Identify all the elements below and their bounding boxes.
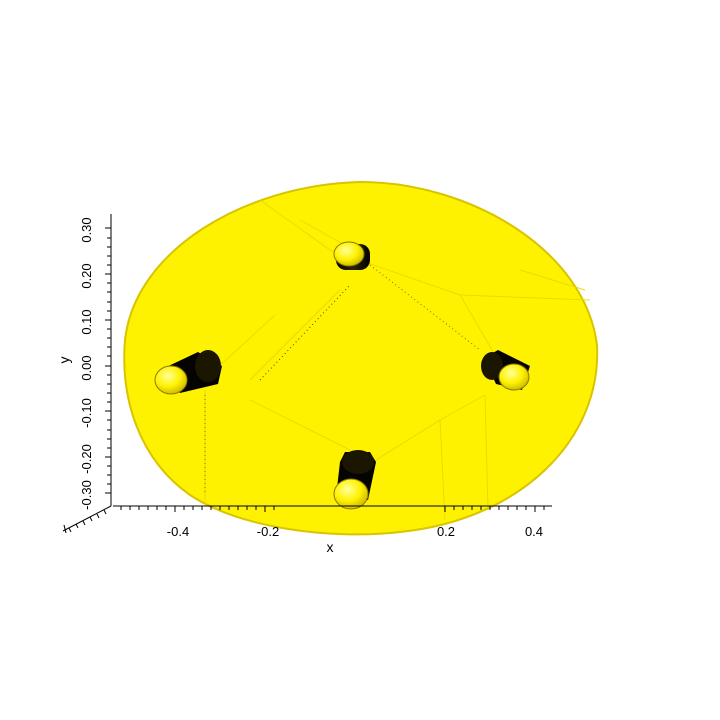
rod-right bbox=[481, 350, 530, 391]
x-axis: -0.4 -0.2 0.2 0.4 x bbox=[113, 505, 552, 555]
x-tick-label: -0.4 bbox=[167, 524, 189, 539]
y-tick-label: 0.20 bbox=[79, 263, 94, 288]
x-axis-minor-ticks bbox=[120, 506, 545, 512]
y-tick-label: -0.30 bbox=[79, 480, 94, 510]
z-axis bbox=[62, 505, 112, 534]
x-tick-label: 0.2 bbox=[437, 524, 455, 539]
y-tick-label: 0.00 bbox=[79, 355, 94, 380]
x-axis-label: x bbox=[327, 539, 334, 555]
y-tick-label: 0.10 bbox=[79, 309, 94, 334]
y-tick-label: -0.20 bbox=[79, 444, 94, 474]
yellow-disc bbox=[123, 180, 599, 536]
y-tick-label: -0.10 bbox=[79, 398, 94, 428]
y-tick-label: 0.30 bbox=[79, 217, 94, 242]
y-axis-minor-ticks bbox=[105, 227, 111, 494]
y-axis: 0.30 0.20 0.10 0.00 -0.10 -0.20 -0.30 y bbox=[56, 214, 112, 510]
z-axis-line bbox=[62, 505, 112, 532]
x-tick-label: 0.4 bbox=[525, 524, 543, 539]
rod-bottom bbox=[333, 450, 376, 510]
disc-body bbox=[123, 180, 599, 536]
y-axis-label: y bbox=[56, 357, 72, 364]
rod-left bbox=[154, 350, 222, 395]
x-tick-label: -0.2 bbox=[257, 524, 279, 539]
rod-top bbox=[333, 241, 370, 270]
